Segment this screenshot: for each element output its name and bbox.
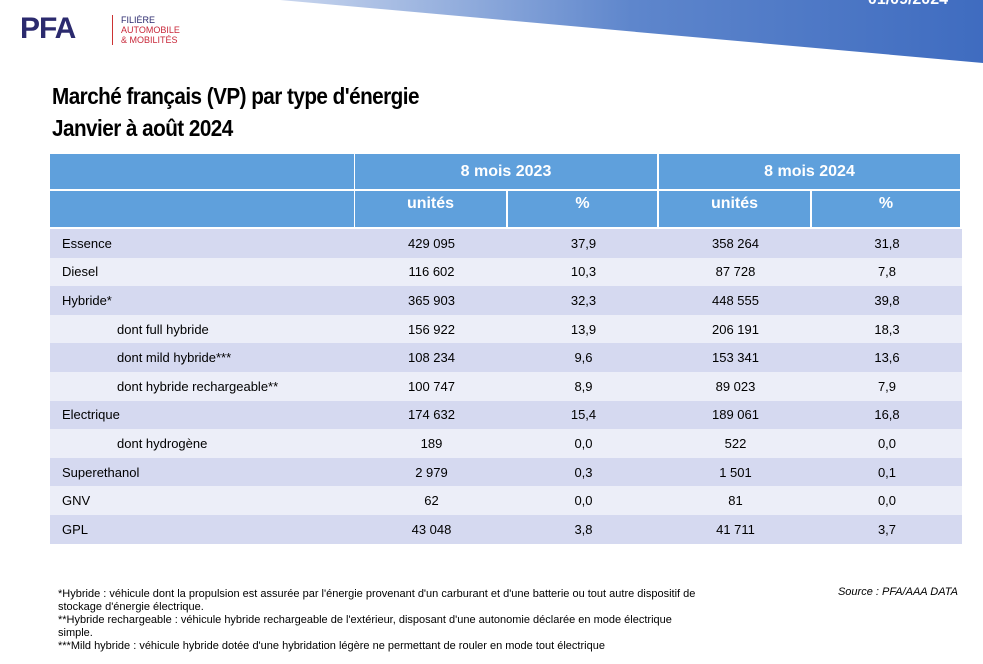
row-bg (50, 515, 962, 544)
row-label: Essence (62, 235, 112, 251)
cell-value: 13,6 (874, 350, 900, 366)
title-line: Marché français (VP) par type d'énergie (52, 83, 419, 109)
tagline-line: FILIÈRE (121, 15, 156, 25)
cell-value: 156 922 (408, 321, 455, 337)
cell-value: 13,9 (570, 321, 597, 337)
cell-value: 15,4 (570, 407, 597, 423)
column-header: unités (659, 191, 810, 227)
cell-value: 0,1 (877, 464, 897, 480)
cell-value: 1 501 (719, 464, 752, 480)
cell-value: 37,9 (570, 235, 597, 251)
header-blank (50, 191, 354, 227)
cell-value: 108 234 (408, 350, 455, 366)
cell-value: 87 728 (715, 264, 756, 280)
date: 01/09/2024 (868, 0, 948, 9)
cell-value: 0,0 (877, 493, 897, 509)
row-label: Superethanol (62, 464, 140, 480)
cell-value: 365 903 (408, 292, 455, 308)
row-label: dont mild hybride*** (117, 350, 232, 366)
row-label: GPL (62, 521, 89, 537)
footnote: *Hybride : véhicule dont la propulsion e… (58, 588, 696, 613)
footnote: ***Mild hybride : véhicule hybride dotée… (58, 640, 605, 652)
column-header: % (812, 191, 960, 227)
source: Source : PFA/AAA DATA (837, 586, 958, 598)
cell-value: 3,7 (877, 521, 897, 537)
cell-value: 18,3 (874, 321, 900, 337)
cell-value: 189 (420, 435, 443, 451)
cell-value: 7,8 (877, 264, 897, 280)
cell-value: 0,0 (877, 435, 897, 451)
row-bg (50, 429, 962, 458)
cell-value: 3,8 (574, 521, 593, 537)
title-line: Janvier à août 2024 (52, 115, 233, 141)
row-bg (50, 343, 962, 372)
logo: PFA (20, 12, 76, 45)
cell-value: 206 191 (712, 321, 759, 337)
cell-value: 43 048 (411, 521, 452, 537)
cell-value: 41 711 (716, 521, 755, 537)
cell-value: 16,8 (874, 407, 900, 423)
cell-value: 62 (424, 493, 439, 509)
group-header: 8 mois 2024 (659, 154, 960, 189)
cell-value: 358 264 (712, 235, 759, 251)
row-bg (50, 400, 962, 430)
tagline-line: & MOBILITÉS (121, 35, 178, 45)
cell-value: 100 747 (408, 378, 455, 394)
row-bg (50, 486, 962, 515)
cell-value: 448 555 (712, 292, 759, 308)
cell-value: 153 341 (712, 350, 759, 366)
tagline: FILIÈRE AUTOMOBILE & MOBILITÉS (112, 15, 180, 45)
cell-value: 81 (728, 493, 743, 509)
footnotes: *Hybride : véhicule dont la propulsion e… (58, 588, 698, 653)
row-label: dont full hybride (117, 321, 209, 337)
row-bg (50, 257, 962, 287)
cell-value: 32,3 (570, 292, 597, 308)
row-bg (50, 286, 962, 315)
footnote: **Hybride rechargeable : véhicule hybrid… (58, 614, 672, 639)
row-bg (50, 372, 962, 401)
cell-value: 0,0 (574, 493, 593, 509)
row-label: dont hybride rechargeable** (117, 378, 279, 394)
cell-value: 9,6 (574, 350, 593, 366)
cell-value: 8,9 (574, 378, 593, 394)
cell-value: 189 061 (712, 407, 759, 423)
column-header: % (508, 191, 657, 227)
cell-value: 39,8 (874, 292, 900, 308)
cell-value: 174 632 (408, 407, 455, 423)
row-bg (50, 457, 962, 487)
cell-value: 10,3 (570, 264, 597, 280)
header-blank (50, 154, 354, 189)
cell-value: 89 023 (715, 378, 756, 394)
cell-value: 2 979 (415, 464, 448, 480)
row-label: GNV (62, 493, 91, 509)
row-bg (50, 314, 962, 344)
row-label: Electrique (62, 407, 120, 423)
cell-value: 429 095 (408, 235, 455, 251)
cell-value: 7,9 (877, 378, 897, 394)
row-bg (50, 229, 962, 258)
group-header: 8 mois 2023 (355, 154, 657, 189)
title: Marché français (VP) par type d'énergie … (52, 80, 419, 144)
cell-value: 522 (724, 435, 747, 451)
column-header: unités (355, 191, 506, 227)
banner (280, 0, 983, 63)
cell-value: 116 602 (408, 264, 455, 280)
row-label: Hybride* (62, 292, 112, 308)
row-label: Diesel (62, 264, 99, 280)
cell-value: 0,3 (574, 464, 593, 480)
tagline-line: AUTOMOBILE (121, 25, 180, 35)
cell-value: 0,0 (574, 435, 593, 451)
row-label: dont hydrogène (117, 435, 208, 451)
cell-value: 31,8 (874, 235, 900, 251)
